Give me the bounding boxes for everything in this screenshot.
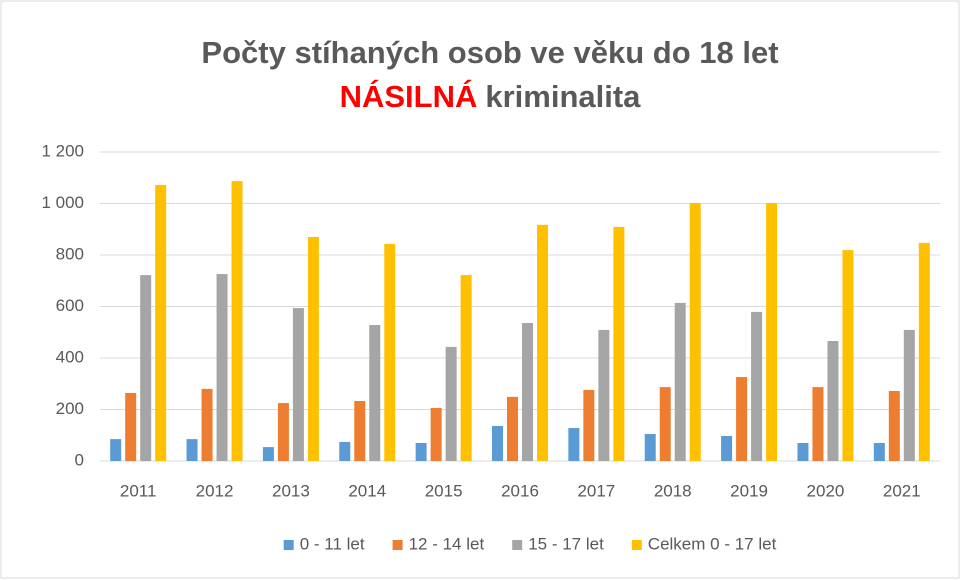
bar [415,442,427,461]
bar [812,387,824,461]
bar [659,387,671,461]
bar [583,389,595,461]
bar [797,442,809,461]
bar [842,250,854,461]
x-tick-label: 2021 [883,481,921,500]
bar [827,341,839,461]
x-tick-label: 2018 [654,481,692,500]
bar [721,436,733,461]
legend-swatch [631,540,642,550]
bar [568,428,580,461]
legend-swatch [392,540,403,550]
y-tick-label: 600 [56,296,84,315]
x-tick-label: 2016 [501,481,539,500]
subtitle-part: kriminalita [485,79,641,114]
x-tick-label: 2013 [272,481,310,500]
bar [537,224,548,461]
bar [873,442,885,461]
bar [522,322,533,461]
bar [507,396,518,461]
bar [277,403,289,461]
bar [231,181,243,461]
bar [888,390,900,461]
y-tick-label: 1 000 [41,193,84,212]
legend-label: 15 - 17 let [528,534,604,553]
bar [155,184,167,461]
y-tick-label: 800 [56,244,84,263]
bar [216,274,228,461]
bar [339,441,351,461]
legend-label: 0 - 11 let [300,534,365,553]
bar [201,388,213,461]
bar [125,393,137,461]
legend-swatch [512,540,523,550]
bar [110,439,122,461]
x-tick-label: 2011 [120,481,157,500]
bar [460,275,472,461]
x-tick-label: 2020 [807,481,845,500]
bar [186,439,198,461]
bar [445,346,457,461]
legend-label: 12 - 14 let [409,534,485,553]
bar [689,202,701,462]
bar [492,425,503,461]
bar [736,377,748,461]
bar [292,308,304,461]
bar [674,302,686,461]
bar [766,202,778,462]
x-tick-label: 2019 [730,481,768,500]
bar [598,329,610,461]
subtitle-part: NÁSILNÁ [340,79,478,114]
bar [262,447,274,461]
bar [903,329,915,461]
x-tick-label: 2014 [348,481,386,500]
bar [613,226,625,461]
chart-title: Počty stíhaných osob ve věku do 18 let [201,35,778,70]
bar [751,311,763,461]
x-tick-label: 2012 [196,481,234,500]
x-tick-label: 2015 [425,481,463,500]
bar [369,325,381,461]
x-tick-label: 2017 [577,481,615,500]
y-tick-label: 200 [56,399,84,418]
bar [384,243,396,461]
chart-subtitle: NÁSILNÁ kriminalita [340,79,642,114]
legend-label: Celkem 0 - 17 let [648,534,777,553]
bar [644,433,656,461]
y-tick-label: 1 200 [41,141,84,160]
bar [140,275,152,461]
y-tick-label: 400 [56,347,84,366]
y-tick-label: 0 [75,450,84,469]
bar [430,407,442,461]
bar [307,236,319,461]
bar [354,401,366,461]
legend-swatch [283,540,294,550]
bar [918,242,930,461]
